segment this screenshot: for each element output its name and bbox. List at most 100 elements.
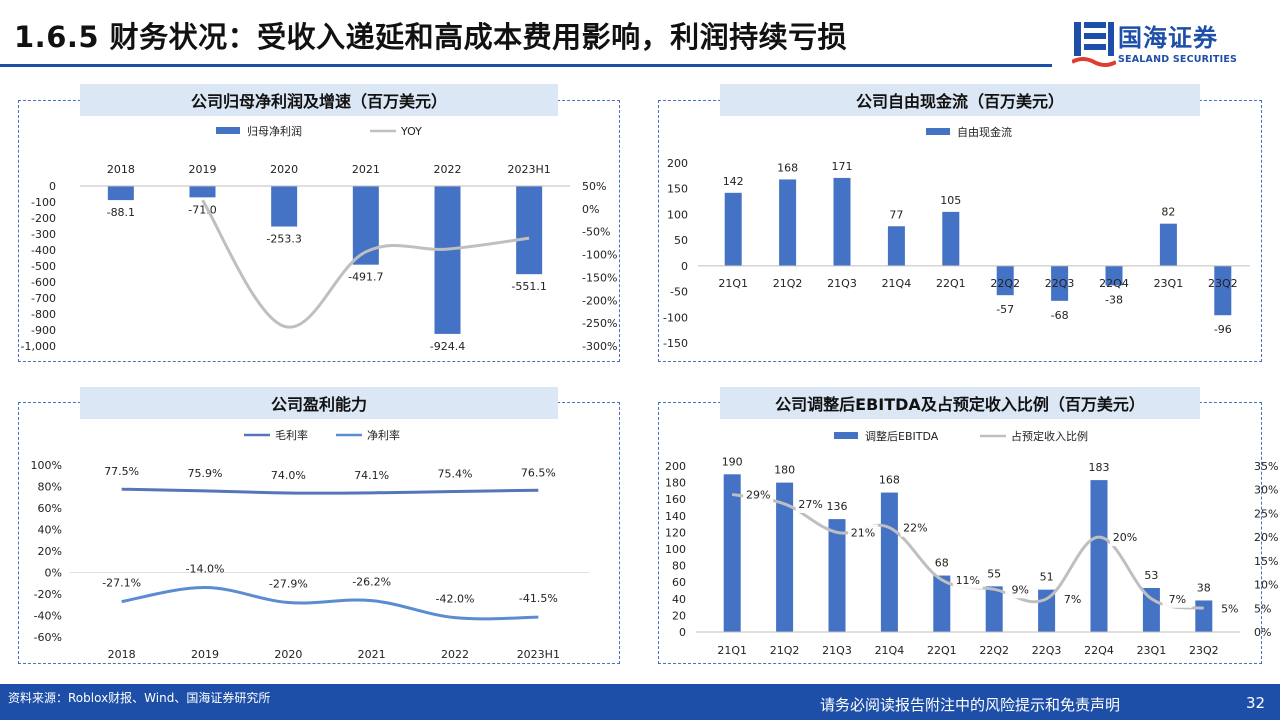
data-label-ebitda: 190 [722,455,743,468]
ytick-label: -600 [31,276,56,289]
legend-ebitda-label: 调整后EBITDA [865,429,939,443]
xtick-label: 21Q1 [718,277,748,290]
ytick-label: 100% [31,459,62,472]
data-label-net-margin: -42.0% [436,593,475,606]
ytick-label: -400 [31,244,56,257]
bar-free-cash-flow [779,179,797,266]
y2tick-label: -150% [582,271,617,284]
y2tick-label: 15% [1254,555,1278,568]
bar-ebitda [1195,600,1213,632]
ytick-label: 160 [665,493,686,506]
bar-ebitda [828,519,846,632]
legend-net-profit-label: 归母净利润 [247,124,302,138]
data-label-free-cash-flow: -57 [996,303,1014,316]
data-label-free-cash-flow: 168 [777,161,798,174]
bar-free-cash-flow [1105,265,1123,286]
footer-bar: 资料来源：Roblox财报、Wind、国海证券研究所 请务必阅读报告附注中的风险… [0,684,1280,720]
xtick-label: 2023H1 [517,648,560,661]
xtick-label: 22Q4 [1084,644,1114,657]
xtick-label: 2021 [358,648,386,661]
data-label-bg [743,486,774,504]
ytick-label: 0 [49,180,56,193]
y2tick-label: -300% [582,340,617,353]
data-label-ebitda-ratio: 5% [1221,602,1238,615]
data-label-bg [1214,600,1245,618]
series-line-yoy [201,199,530,329]
xtick-label: 2018 [108,648,136,661]
data-label-gross-margin: 75.4% [438,467,473,480]
data-label-net-profit: -924.4 [430,340,465,353]
data-label-free-cash-flow: 171 [832,160,853,173]
data-label-net-margin: -41.5% [519,592,558,605]
data-label-net-profit: -253.3 [266,233,301,246]
xtick-label: 2022 [434,163,462,176]
bar-net-profit [516,186,543,275]
data-label-ebitda-ratio: 9% [1011,583,1028,596]
footer-disclaimer: 请务必阅读报告附注中的风险提示和免责声明 [820,696,1121,714]
ytick-label: 20 [672,609,686,622]
data-label-ebitda: 168 [879,474,900,487]
ytick-label: 20% [38,545,62,558]
bar-net-profit [271,186,298,227]
bar-ebitda [1090,480,1108,632]
legend-ebitda-ratio-label: 占预定收入比例 [1011,429,1088,443]
data-label-free-cash-flow: 142 [723,175,744,188]
data-label-bg [1162,590,1193,608]
ytick-label: 40% [38,524,62,537]
bar-free-cash-flow [833,177,851,266]
data-label-gross-margin: 77.5% [104,465,139,478]
xtick-label: 21Q3 [822,644,852,657]
ytick-label: 80 [672,560,686,573]
xtick-label: 22Q2 [979,644,1009,657]
bar-ebitda [776,482,794,632]
y2tick-label: 50% [582,180,606,193]
data-label-gross-margin: 75.9% [188,467,223,480]
xtick-label: 22Q3 [1045,277,1075,290]
xtick-label: 22Q1 [927,644,957,657]
xtick-label: 2020 [274,648,302,661]
ytick-label: 80% [38,481,62,494]
data-label-free-cash-flow: -96 [1214,323,1232,336]
chart-free-cash-flow: 自由现金流 200 150 100 50 0 -50 -100 -150 142 168 171 77 1… [663,125,1250,350]
chart-ebitda: 调整后EBITDA 占预定收入比例200180160140120100806040… [665,429,1278,657]
xtick-label: 2019 [191,648,219,661]
ytick-label: 140 [665,510,686,523]
xtick-label: 21Q1 [717,644,747,657]
xtick-label: 21Q2 [770,644,800,657]
y2tick-label: -200% [582,294,617,307]
xtick-label: 2019 [189,163,217,176]
xtick-label: 21Q2 [773,277,803,290]
data-label-bg [900,519,931,537]
ytick-label: 100 [665,543,686,556]
chart-net-profit: 归母净利润 YOY 0 -100 -200 -300 -400 -500 -600 -700 -80… [21,124,618,353]
ytick-label: -20% [34,588,62,601]
ytick-label: -500 [31,260,56,273]
ytick-label: -900 [31,324,56,337]
bar-free-cash-flow [1051,265,1069,301]
bar-free-cash-flow [942,211,960,266]
ytick-label: 0% [45,567,62,580]
data-label-ebitda: 68 [935,557,949,570]
ytick-label: 120 [665,526,686,539]
y2tick-label: 0% [1254,626,1271,639]
data-label-ebitda: 180 [774,464,795,477]
data-label-ebitda-ratio: 7% [1064,593,1081,606]
page-title: 1.6.5 财务状况：受收入递延和高成本费用影响，利润持续亏损 [14,20,848,54]
y2tick-label: 10% [1254,579,1278,592]
y2tick-label: -250% [582,317,617,330]
data-label-gross-margin: 74.0% [271,469,306,482]
data-label-net-margin: -27.9% [269,577,308,590]
data-label-ebitda: 53 [1144,569,1158,582]
xtick-label: 2022 [441,648,469,661]
ytick-label: -50 [670,286,688,299]
y2tick-label: 20% [1254,531,1278,544]
ytick-label: 50 [674,234,688,247]
chart-title-ebitda: 公司调整后EBITDA及占预定收入比例（百万美元） [720,387,1200,419]
footer-source: 资料来源：Roblox财报、Wind、国海证券研究所 [8,691,271,705]
bar-ebitda [723,474,741,632]
ytick-label: -200 [31,212,56,225]
chart-title-profitability: 公司盈利能力 [80,387,558,419]
data-label-free-cash-flow: -68 [1051,309,1069,322]
data-label-ebitda-ratio: 7% [1169,593,1186,606]
series-line-gross-margin [121,487,539,495]
